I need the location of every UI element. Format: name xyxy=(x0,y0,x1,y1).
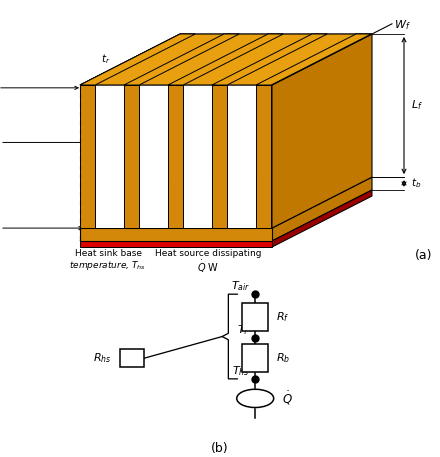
Polygon shape xyxy=(272,190,372,247)
Text: $R_f$: $R_f$ xyxy=(276,310,290,324)
Text: $\dot{Q}$: $\dot{Q}$ xyxy=(282,390,293,407)
Polygon shape xyxy=(80,190,372,241)
Text: $R_{hs}$: $R_{hs}$ xyxy=(93,351,112,365)
Polygon shape xyxy=(227,85,256,228)
Text: (b): (b) xyxy=(211,442,229,455)
Polygon shape xyxy=(227,34,356,85)
Polygon shape xyxy=(139,34,268,85)
Text: (a): (a) xyxy=(414,249,432,261)
Polygon shape xyxy=(272,34,372,228)
Text: $L_f$: $L_f$ xyxy=(411,99,423,112)
Text: $t_r$: $t_r$ xyxy=(101,52,110,66)
Polygon shape xyxy=(183,34,312,85)
Text: $T_{hs}$: $T_{hs}$ xyxy=(232,364,250,378)
Polygon shape xyxy=(124,85,139,228)
Bar xyxy=(120,349,144,367)
Text: $R_b$: $R_b$ xyxy=(276,351,290,365)
Polygon shape xyxy=(272,177,372,241)
Text: $\dot{Q}$ W: $\dot{Q}$ W xyxy=(197,259,219,276)
Circle shape xyxy=(237,389,274,408)
Text: $T_{air}$: $T_{air}$ xyxy=(231,279,250,293)
Point xyxy=(252,375,259,383)
Point xyxy=(252,334,259,341)
Polygon shape xyxy=(168,85,183,228)
Text: Heat source dissipating: Heat source dissipating xyxy=(155,250,261,258)
Polygon shape xyxy=(256,85,271,228)
Polygon shape xyxy=(212,34,327,85)
Polygon shape xyxy=(168,34,283,85)
Polygon shape xyxy=(212,34,327,85)
Polygon shape xyxy=(212,85,227,228)
Point xyxy=(252,291,259,298)
Polygon shape xyxy=(95,34,224,85)
Polygon shape xyxy=(256,34,371,85)
Text: $t_b$: $t_b$ xyxy=(411,176,422,191)
Polygon shape xyxy=(168,34,283,85)
Bar xyxy=(242,303,268,331)
Polygon shape xyxy=(139,85,168,228)
Polygon shape xyxy=(124,34,239,85)
Polygon shape xyxy=(80,34,195,85)
Polygon shape xyxy=(80,228,272,241)
Text: temperature, $T_{hs}$: temperature, $T_{hs}$ xyxy=(70,259,147,272)
Text: Heat sink base: Heat sink base xyxy=(74,250,142,258)
Bar xyxy=(242,344,268,372)
Polygon shape xyxy=(95,85,124,228)
Polygon shape xyxy=(80,34,372,85)
Polygon shape xyxy=(124,34,239,85)
Polygon shape xyxy=(183,85,212,228)
Polygon shape xyxy=(256,34,371,85)
Polygon shape xyxy=(80,34,195,85)
Polygon shape xyxy=(80,241,272,247)
Polygon shape xyxy=(80,177,372,228)
Polygon shape xyxy=(80,85,95,228)
Text: $T_f$: $T_f$ xyxy=(238,323,250,336)
Text: $W_f$: $W_f$ xyxy=(394,19,411,32)
